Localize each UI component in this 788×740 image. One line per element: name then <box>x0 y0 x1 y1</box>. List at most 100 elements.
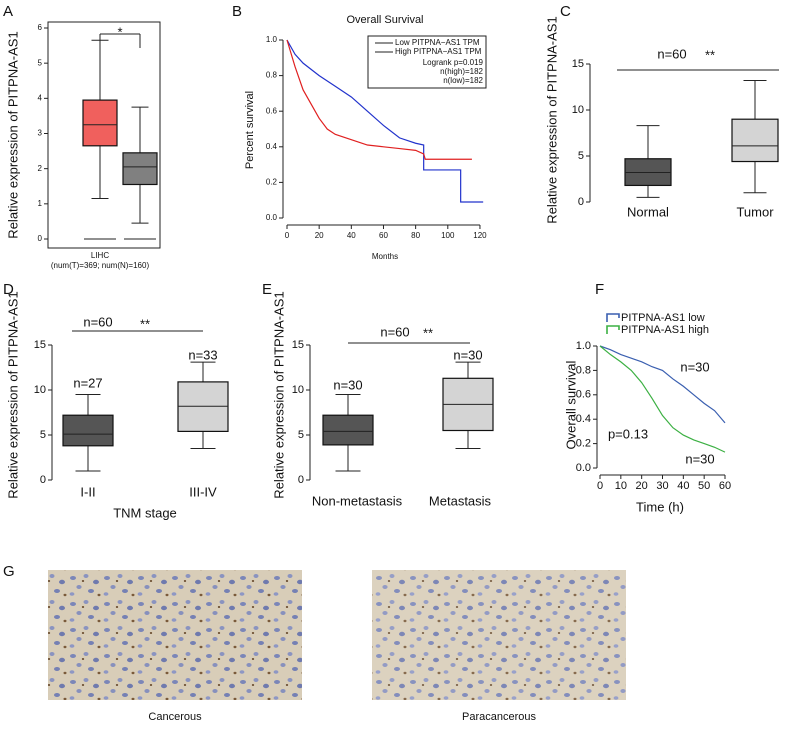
x-tick-label: III-IV <box>189 484 217 499</box>
legend-swatch <box>606 325 620 334</box>
y-tick-label: 6 <box>38 23 43 32</box>
annotation: n=60 <box>380 324 409 339</box>
annotation: n=27 <box>73 375 102 390</box>
y-axis-label: Percent survival <box>244 91 256 169</box>
x-axis-sublabel: (num(T)=369; num(N)=160) <box>51 261 150 270</box>
annotation: n(high)=182 <box>440 67 483 76</box>
x-tick-label: Non-metastasis <box>312 493 403 508</box>
annotation: p=0.13 <box>608 426 648 441</box>
survival-curve <box>599 345 726 453</box>
y-tick-label: 1 <box>38 199 43 208</box>
x-tick-label: 50 <box>698 480 710 492</box>
y-tick-label: 0 <box>40 474 46 486</box>
annotation: Logrank p=0.019 <box>423 58 484 67</box>
y-axis-label: Relative expression of PITPNA-AS1 <box>544 16 559 223</box>
legend-frame <box>367 35 487 89</box>
annotation: n=60 <box>657 46 686 61</box>
panel-label: F <box>595 281 604 298</box>
annotation: n=30 <box>680 359 709 374</box>
x-axis-label: LIHC <box>91 251 109 260</box>
annotation: * <box>117 24 122 39</box>
y-tick-label: 0.0 <box>266 213 278 222</box>
annotation: n=30 <box>685 451 714 466</box>
x-tick-label: 20 <box>636 480 648 492</box>
panel-label: E <box>262 281 272 298</box>
x-axis-label: Time (h) <box>636 499 684 514</box>
panel-label: B <box>232 3 242 20</box>
ihc-image <box>48 570 302 700</box>
y-tick-label: 0.2 <box>266 178 278 187</box>
y-tick-label: 0 <box>298 474 304 486</box>
annotation: n=60 <box>83 314 112 329</box>
legend-label: PITPNA-AS1 low <box>621 312 705 324</box>
annotation: n=30 <box>333 377 362 392</box>
x-axis-label: Months <box>372 252 398 261</box>
x-tick-label: 30 <box>656 480 668 492</box>
panel-label: C <box>560 3 571 20</box>
y-tick-label: 1.0 <box>576 340 591 352</box>
legend-label: High PITPNA−AS1 TPM <box>395 47 482 56</box>
x-tick-label: I-II <box>80 484 95 499</box>
x-tick-label: 100 <box>441 231 455 240</box>
survival-curve <box>286 39 484 203</box>
x-tick-label: Metastasis <box>429 493 492 508</box>
box <box>322 414 374 446</box>
legend-swatch <box>606 313 620 322</box>
y-axis-label: Relative expression of PITPNA-AS1 <box>271 291 286 498</box>
annotation: n=33 <box>188 347 217 362</box>
y-tick-label: 10 <box>572 104 584 116</box>
panel-label: D <box>3 281 14 298</box>
annotation: ** <box>140 316 150 331</box>
x-tick-label: 20 <box>315 231 324 240</box>
annotation: n(low)=182 <box>443 76 483 85</box>
chart-title: Overall Survival <box>346 14 423 26</box>
box <box>122 152 158 186</box>
y-tick-label: 10 <box>292 384 304 396</box>
y-tick-label: 5 <box>40 429 46 441</box>
x-tick-label: 0 <box>597 480 603 492</box>
y-tick-label: 10 <box>34 384 46 396</box>
box <box>731 118 779 163</box>
y-tick-label: 5 <box>578 150 584 162</box>
legend-label: PITPNA-AS1 high <box>621 324 709 336</box>
x-tick-label: 10 <box>615 480 627 492</box>
y-tick-label: 0.6 <box>576 389 591 401</box>
y-tick-label: 0 <box>578 196 584 208</box>
box <box>62 414 114 447</box>
y-tick-label: 15 <box>34 339 46 351</box>
box <box>82 99 118 147</box>
y-tick-label: 0.4 <box>266 142 278 151</box>
y-tick-label: 1.0 <box>266 35 278 44</box>
survival-curve <box>599 345 726 424</box>
annotation: ** <box>705 47 715 62</box>
y-tick-label: 0.6 <box>266 106 278 115</box>
panel-label: A <box>3 3 13 20</box>
x-tick-label: 120 <box>473 231 487 240</box>
y-axis-label: Overall survival <box>563 360 578 449</box>
survival-curve <box>286 39 472 160</box>
y-tick-label: 5 <box>298 429 304 441</box>
y-tick-label: 0.8 <box>266 71 278 80</box>
x-tick-label: 40 <box>347 231 356 240</box>
y-tick-label: 15 <box>292 339 304 351</box>
y-axis-label: Relative expression of PITPNA-AS1 <box>5 291 20 498</box>
y-tick-label: 0.8 <box>576 364 591 376</box>
panel-label: G <box>3 563 15 580</box>
y-tick-label: 15 <box>572 58 584 70</box>
y-tick-label: 4 <box>38 93 43 102</box>
image-caption: Cancerous <box>148 711 202 723</box>
x-tick-label: 40 <box>677 480 689 492</box>
y-axis-label: Relative expression of PITPNA-AS1 <box>5 31 20 238</box>
x-tick-label: 60 <box>379 231 388 240</box>
y-tick-label: 0 <box>38 234 43 243</box>
y-tick-label: 0.0 <box>576 462 591 474</box>
x-axis-label: TNM stage <box>113 505 177 520</box>
y-tick-label: 0.4 <box>576 413 591 425</box>
x-tick-label: Tumor <box>736 204 774 219</box>
annotation: ** <box>423 325 433 340</box>
legend-label: Low PITPNA−AS1 TPM <box>395 38 480 47</box>
x-tick-label: 60 <box>719 480 731 492</box>
y-tick-label: 0.2 <box>576 438 591 450</box>
annotation: n=30 <box>453 347 482 362</box>
